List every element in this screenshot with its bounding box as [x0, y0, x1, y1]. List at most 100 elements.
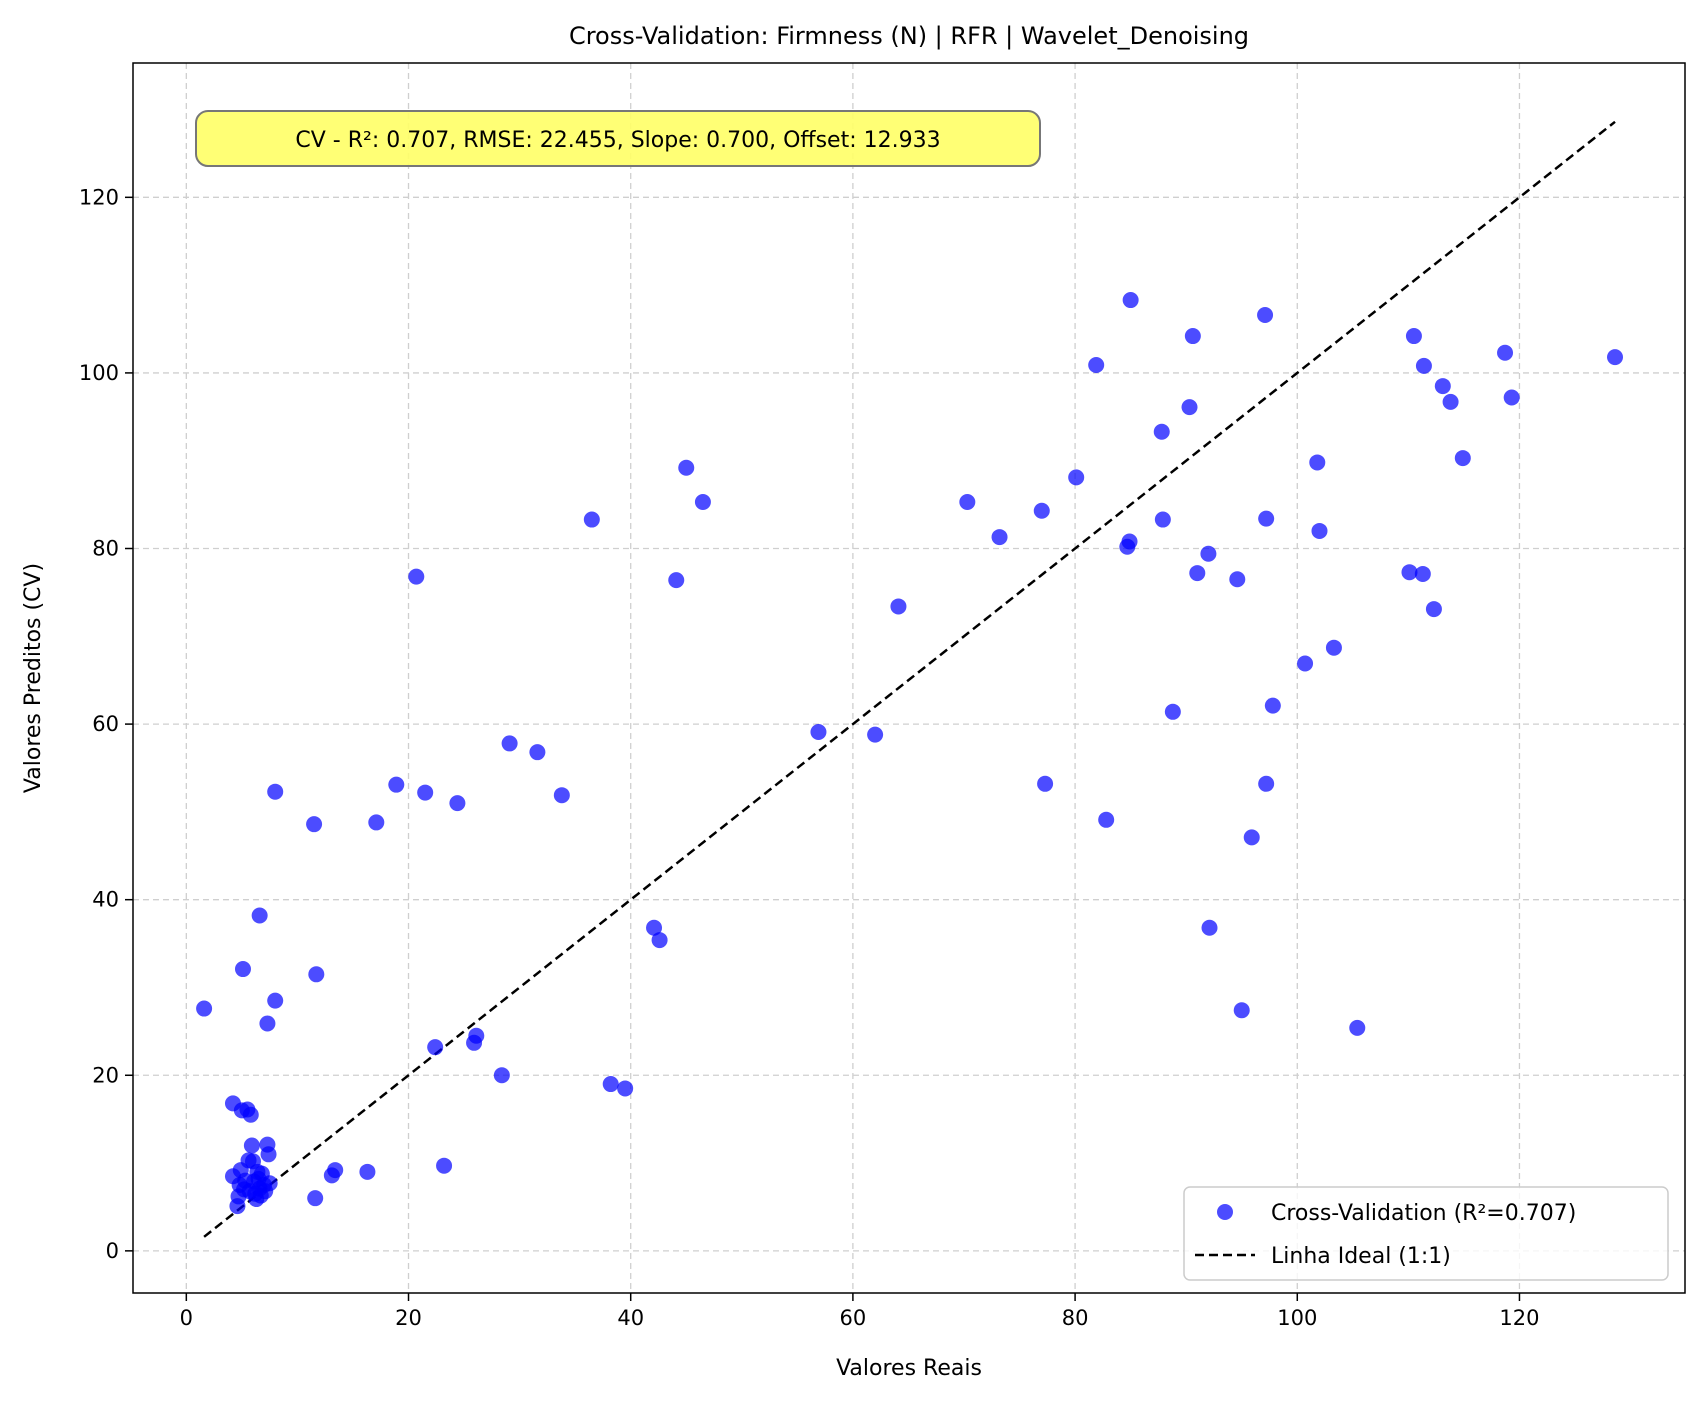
scatter-point: [1309, 454, 1326, 471]
legend-label-scatter: Cross-Validation (R²=0.707): [1271, 1201, 1576, 1226]
scatter-point: [1258, 775, 1275, 792]
scatter-point: [694, 493, 711, 510]
scatter-point: [501, 735, 518, 752]
scatter-point: [1153, 423, 1170, 440]
ideal-line: [203, 120, 1616, 1238]
scatter-point: [267, 783, 284, 800]
scatter-point: [1607, 349, 1624, 366]
x-tick-label: 20: [395, 1306, 422, 1330]
scatter-point: [1503, 389, 1520, 406]
scatter-point: [1189, 565, 1206, 582]
scatter-point: [1264, 697, 1281, 714]
scatter-point: [1297, 655, 1314, 672]
x-axis-label: Valores Reais: [836, 1356, 982, 1381]
scatter-point: [991, 529, 1008, 546]
scatter-point: [1122, 292, 1139, 309]
scatter-point: [1154, 511, 1171, 528]
scatter-point: [449, 795, 466, 812]
scatter-point: [259, 1015, 276, 1032]
scatter-point: [1033, 502, 1050, 519]
scatter-point: [1229, 571, 1246, 588]
scatter-point: [436, 1157, 453, 1174]
x-axis-ticks: 0 20 40 60 80 100 120: [180, 1293, 1540, 1330]
scatter-point: [810, 723, 827, 740]
x-tick-label: 120: [1499, 1306, 1539, 1330]
x-tick-label: 40: [617, 1306, 644, 1330]
scatter-point: [307, 1190, 324, 1207]
x-tick-label: 100: [1277, 1306, 1317, 1330]
scatter-point: [1184, 328, 1201, 345]
y-tick-label: 120: [79, 185, 119, 209]
y-tick-label: 20: [92, 1063, 119, 1087]
scatter-point: [1497, 344, 1514, 361]
scatter-point: [1454, 450, 1471, 467]
y-tick-label: 100: [79, 361, 119, 385]
scatter-point: [1434, 378, 1451, 395]
scatter-point: [651, 932, 668, 949]
scatter-point: [553, 787, 570, 804]
scatter-point: [1088, 357, 1105, 374]
scatter-point: [1415, 357, 1432, 374]
scatter-point: [583, 511, 600, 528]
scatter-point: [1200, 545, 1217, 562]
scatter-point: [1068, 469, 1085, 486]
scatter-point: [327, 1162, 344, 1179]
scatter-point: [668, 572, 685, 589]
scatter-point: [308, 966, 325, 983]
scatter-point: [242, 1106, 259, 1123]
scatter-point: [602, 1076, 619, 1093]
y-tick-label: 60: [92, 712, 119, 736]
scatter-point: [1401, 564, 1418, 581]
scatter-point: [617, 1080, 634, 1097]
scatter-point: [867, 726, 884, 743]
scatter-point: [1405, 328, 1422, 345]
ideal-line-layer: [203, 120, 1616, 1238]
plot-frame: [132, 62, 1686, 1294]
x-tick-label: 80: [1062, 1306, 1089, 1330]
scatter-point: [1258, 510, 1275, 527]
scatter-point: [678, 459, 695, 476]
scatter-point: [1349, 1019, 1366, 1036]
x-tick-label: 60: [840, 1306, 867, 1330]
scatter-point: [1181, 399, 1198, 416]
scatter-point: [1442, 393, 1459, 410]
scatter-point: [306, 816, 323, 833]
metrics-annotation-box: [195, 110, 1041, 167]
metrics-annotation: CV - R²: 0.707, RMSE: 22.455, Slope: 0.7…: [195, 110, 1041, 167]
y-tick-label: 40: [92, 888, 119, 912]
scatter-point: [468, 1027, 485, 1044]
scatter-point: [1414, 565, 1431, 582]
scatter-point: [1121, 533, 1138, 550]
scatter-point: [1233, 1002, 1250, 1019]
x-tick-label: 0: [180, 1306, 193, 1330]
scatter-point: [1311, 522, 1328, 539]
scatter-point: [1037, 775, 1054, 792]
scatter-points-layer: [196, 292, 1624, 1215]
scatter-point: [359, 1163, 376, 1180]
scatter-point: [243, 1137, 260, 1154]
scatter-point: [1243, 829, 1260, 846]
scatter-point: [1098, 811, 1115, 828]
scatter-point: [417, 784, 434, 801]
scatter-point: [251, 907, 268, 924]
scatter-point: [890, 598, 907, 615]
scatter-point: [1325, 639, 1342, 656]
scatter-point: [1164, 703, 1181, 720]
legend-box: [1183, 1186, 1669, 1281]
scatter-point: [959, 493, 976, 510]
legend-label-line: Linha Ideal (1:1): [1271, 1244, 1451, 1269]
y-tick-label: 0: [106, 1239, 119, 1263]
scatter-point: [234, 961, 251, 978]
y-tick-label: 80: [92, 537, 119, 561]
scatter-point: [260, 1146, 277, 1163]
scatter-point: [427, 1039, 444, 1056]
y-axis-label: Valores Preditos (CV): [21, 563, 46, 793]
legend: Cross-Validation (R²=0.707) Linha Ideal …: [1183, 1186, 1669, 1281]
scatter-point: [196, 1000, 213, 1017]
grid: [133, 63, 1685, 1293]
y-axis-ticks: 0 20 40 60 80 100 120: [79, 185, 133, 1263]
chart-title: Cross-Validation: Firmness (N) | RFR | W…: [569, 22, 1249, 50]
scatter-point: [646, 919, 663, 936]
scatter-point: [1201, 919, 1218, 936]
